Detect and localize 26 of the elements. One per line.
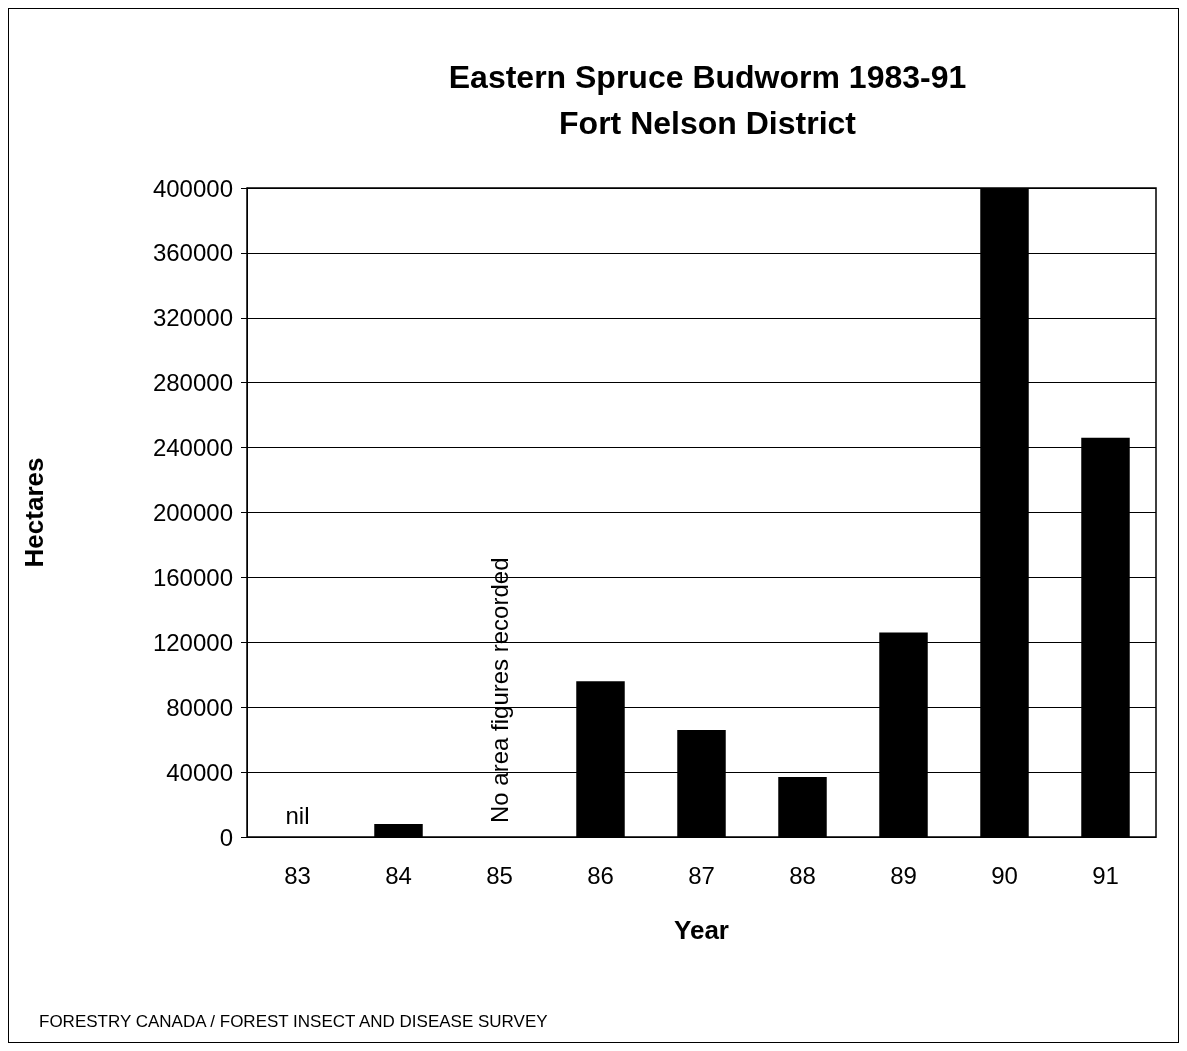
x-tick-label: 90 xyxy=(991,861,1018,889)
y-tick-label: 160000 xyxy=(152,563,233,591)
y-tick-label: 80000 xyxy=(166,693,233,721)
x-tick-label: 87 xyxy=(688,861,715,889)
y-tick-label: 240000 xyxy=(152,434,233,462)
x-tick-label: 91 xyxy=(1092,861,1119,889)
x-tick-label: 88 xyxy=(789,861,816,889)
x-tick-label: 85 xyxy=(486,861,513,889)
y-tick-label: 400000 xyxy=(152,174,233,202)
x-axis-title: Year xyxy=(674,915,729,945)
y-tick-label: 120000 xyxy=(152,628,233,656)
y-tick-label: 0 xyxy=(219,823,233,851)
y-tick-label: 280000 xyxy=(152,369,233,397)
text: FORESTRY CANADA / FOREST INSECT AND DISEASE SURVEY xyxy=(39,1012,548,1031)
x-tick-label: 83 xyxy=(284,861,311,889)
x-tick-label: 89 xyxy=(890,861,917,889)
y-tick-label: 320000 xyxy=(152,304,233,332)
y-axis-title: Hectares xyxy=(19,457,49,568)
x-tick-label: 86 xyxy=(587,861,614,889)
annotation: nil xyxy=(285,801,310,829)
y-tick-label: 360000 xyxy=(152,239,233,267)
chart-title: Eastern Spruce Budworm 1983-91 Fort Nelson District xyxy=(448,59,967,141)
annotation: No area figures recorded xyxy=(486,557,513,823)
y-tick-label: 40000 xyxy=(166,758,233,786)
x-tick-label: 84 xyxy=(385,861,412,889)
y-tick-label: 200000 xyxy=(152,499,233,526)
